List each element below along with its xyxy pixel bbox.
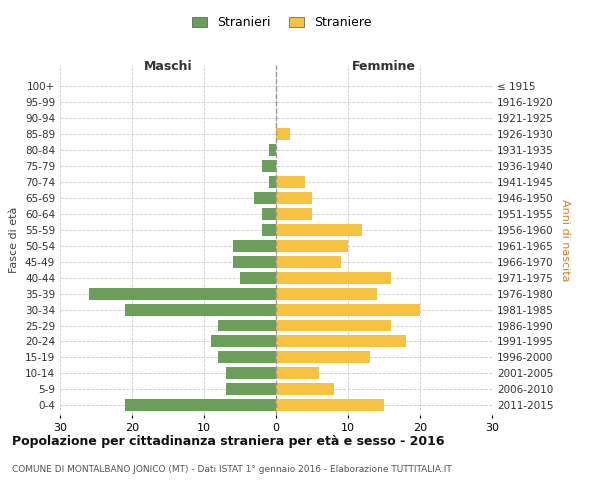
Text: Popolazione per cittadinanza straniera per età e sesso - 2016: Popolazione per cittadinanza straniera p… <box>12 435 445 448</box>
Bar <box>276 224 362 235</box>
Bar <box>226 368 276 380</box>
Bar <box>269 176 276 188</box>
Bar <box>226 384 276 396</box>
Legend: Stranieri, Straniere: Stranieri, Straniere <box>187 11 377 34</box>
Bar <box>218 352 276 364</box>
Bar <box>276 128 290 140</box>
Bar <box>276 352 370 364</box>
Bar <box>276 256 341 268</box>
Bar <box>211 336 276 347</box>
Bar <box>125 304 276 316</box>
Y-axis label: Anni di nascita: Anni di nascita <box>560 198 570 281</box>
Bar <box>89 288 276 300</box>
Bar <box>276 368 319 380</box>
Bar <box>276 192 312 203</box>
Bar <box>276 208 312 220</box>
Bar <box>240 272 276 283</box>
Bar <box>276 288 377 300</box>
Bar <box>125 400 276 411</box>
Bar <box>262 224 276 235</box>
Bar <box>276 336 406 347</box>
Bar <box>233 256 276 268</box>
Bar <box>276 384 334 396</box>
Text: Maschi: Maschi <box>143 60 193 73</box>
Bar <box>218 320 276 332</box>
Bar <box>233 240 276 252</box>
Bar <box>276 272 391 283</box>
Text: COMUNE DI MONTALBANO JONICO (MT) - Dati ISTAT 1° gennaio 2016 - Elaborazione TUT: COMUNE DI MONTALBANO JONICO (MT) - Dati … <box>12 465 452 474</box>
Bar <box>269 144 276 156</box>
Text: Femmine: Femmine <box>352 60 416 73</box>
Bar <box>276 304 420 316</box>
Bar <box>262 208 276 220</box>
Bar <box>276 176 305 188</box>
Bar <box>276 320 391 332</box>
Bar <box>254 192 276 203</box>
Bar <box>276 240 348 252</box>
Y-axis label: Fasce di età: Fasce di età <box>10 207 19 273</box>
Bar <box>276 400 384 411</box>
Bar <box>262 160 276 172</box>
